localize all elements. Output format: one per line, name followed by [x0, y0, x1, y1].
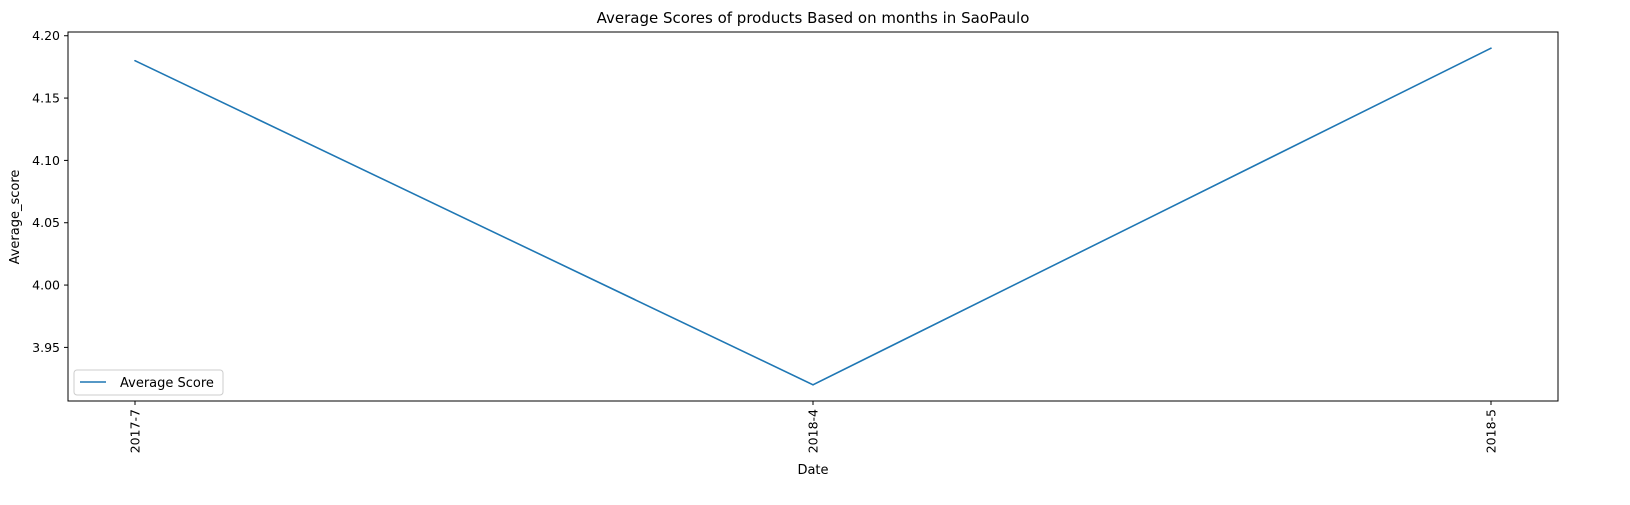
x-axis-ticks: 2017-7 2018-4 2018-5	[128, 401, 1499, 453]
y-axis-ticks: 3.95 4.00 4.05 4.10 4.15 4.20	[32, 28, 68, 355]
y-tick-label: 3.95	[32, 340, 60, 355]
y-tick-label: 4.10	[32, 153, 60, 168]
x-axis-label: Date	[797, 463, 828, 478]
chart-title: Average Scores of products Based on mont…	[597, 9, 1030, 27]
legend-entry-label: Average Score	[120, 376, 214, 391]
plot-area-frame	[67, 31, 1559, 402]
data-point	[134, 59, 136, 62]
x-tick-label: 2018-4	[806, 409, 821, 453]
legend: Average Score	[73, 369, 224, 396]
y-tick-label: 4.00	[32, 278, 60, 293]
x-tick-label: 2018-5	[1484, 409, 1499, 453]
y-tick-label: 4.20	[32, 28, 60, 43]
series-line-0	[134, 47, 1492, 386]
series-lines	[134, 47, 1492, 386]
legend-frame	[73, 369, 224, 396]
x-tick-label: 2017-7	[128, 409, 143, 453]
data-point	[812, 383, 814, 386]
y-axis-label: Average_score	[8, 170, 23, 265]
y-tick-label: 4.05	[32, 215, 60, 230]
y-tick-label: 4.15	[32, 91, 60, 106]
data-point	[1490, 47, 1492, 50]
